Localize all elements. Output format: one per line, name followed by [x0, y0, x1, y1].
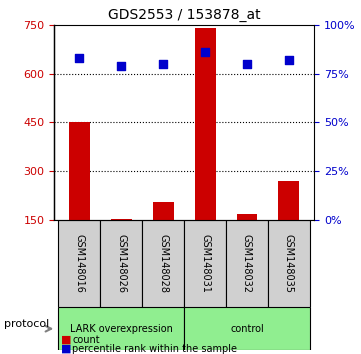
Text: ■: ■: [61, 344, 72, 354]
Text: LARK overexpression: LARK overexpression: [70, 324, 173, 334]
Bar: [236, 214, 257, 220]
Bar: [153, 202, 174, 220]
FancyBboxPatch shape: [142, 220, 184, 307]
Bar: [111, 218, 132, 220]
Text: GSM148026: GSM148026: [116, 234, 126, 293]
FancyBboxPatch shape: [268, 220, 310, 307]
Text: GSM148035: GSM148035: [284, 234, 294, 293]
Point: [244, 61, 250, 67]
FancyBboxPatch shape: [184, 220, 226, 307]
FancyBboxPatch shape: [100, 220, 142, 307]
Bar: [278, 181, 299, 220]
FancyBboxPatch shape: [226, 220, 268, 307]
Bar: [69, 122, 90, 220]
Text: count: count: [72, 335, 100, 345]
FancyBboxPatch shape: [58, 307, 184, 350]
Point: [286, 57, 292, 63]
Text: GSM148032: GSM148032: [242, 234, 252, 293]
Text: GSM148031: GSM148031: [200, 234, 210, 293]
Title: GDS2553 / 153878_at: GDS2553 / 153878_at: [108, 8, 260, 22]
Text: ■: ■: [61, 335, 72, 345]
Text: control: control: [230, 324, 264, 334]
Point: [118, 63, 124, 69]
Bar: [195, 28, 216, 220]
Point: [202, 49, 208, 55]
Text: GSM148016: GSM148016: [74, 234, 84, 293]
Point: [77, 55, 82, 61]
Point: [160, 61, 166, 67]
FancyBboxPatch shape: [184, 307, 310, 350]
Text: protocol: protocol: [4, 319, 49, 329]
FancyBboxPatch shape: [58, 220, 100, 307]
Text: GSM148028: GSM148028: [158, 234, 168, 293]
Text: percentile rank within the sample: percentile rank within the sample: [72, 344, 237, 354]
